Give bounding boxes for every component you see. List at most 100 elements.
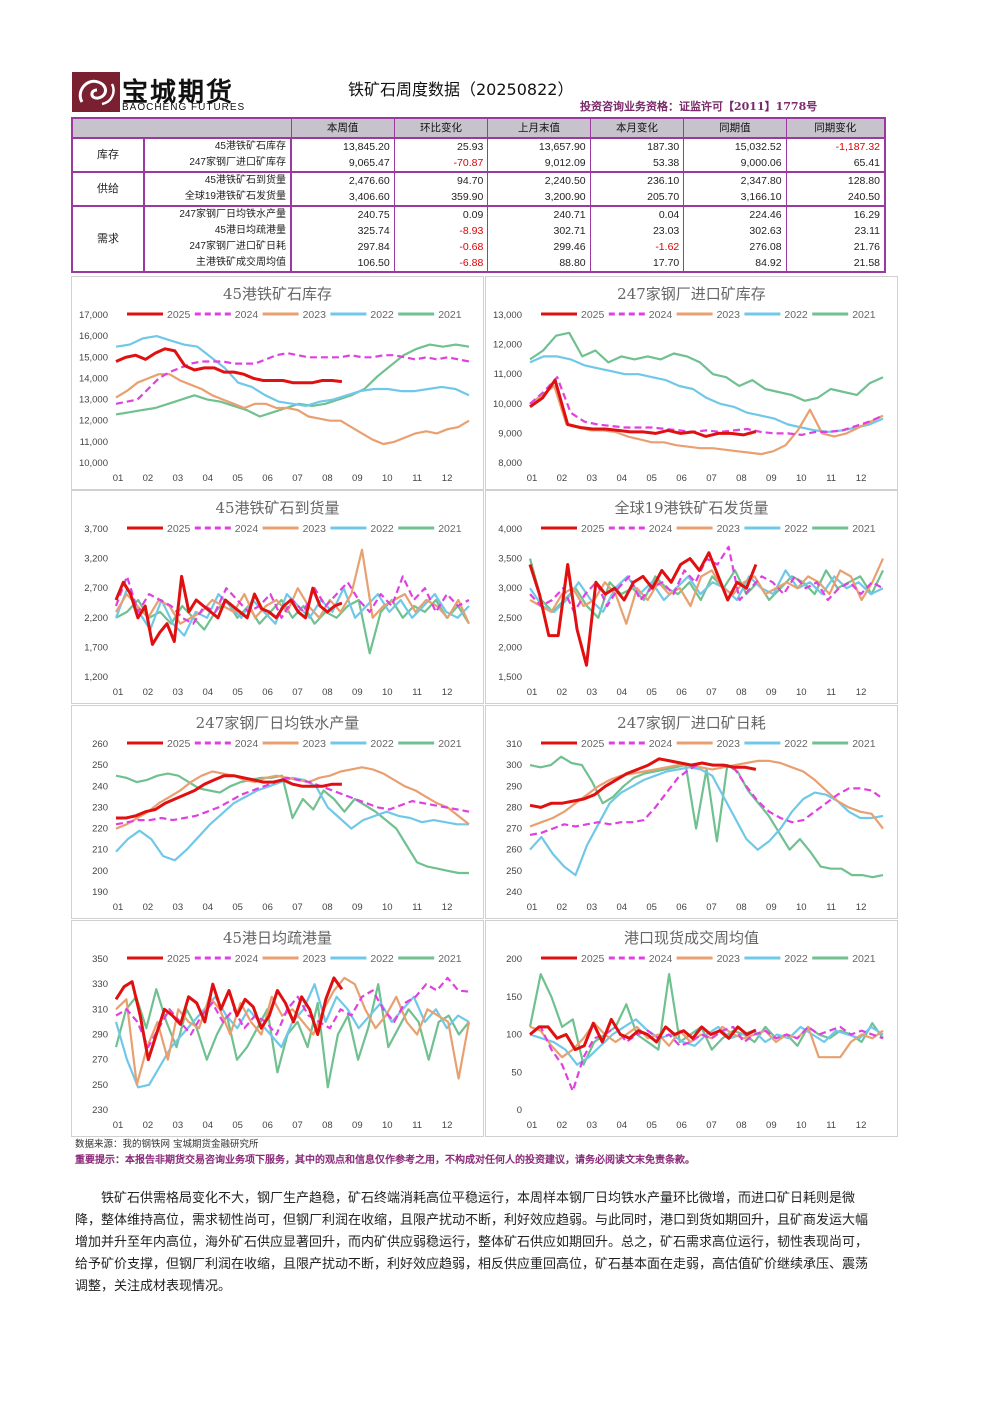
y-tick-label: 150 xyxy=(506,992,522,1003)
series-line-2024 xyxy=(529,376,884,436)
x-tick-label: 12 xyxy=(856,1120,867,1131)
table-row: 需求 247家钢厂日均铁水产量 240.75 0.09 240.71 0.04 224.46… xyxy=(71,205,886,273)
series-line-2022 xyxy=(529,766,884,877)
legend-label: 2021 xyxy=(438,523,462,535)
x-tick-label: 04 xyxy=(616,687,627,698)
x-tick-label: 11 xyxy=(412,902,422,913)
y-tick-label: 15,000 xyxy=(79,352,108,363)
y-tick-label: 12,000 xyxy=(79,416,108,427)
y-tick-label: 240 xyxy=(92,781,108,792)
y-tick-label: 1,200 xyxy=(84,672,108,683)
line-chart: 45港铁矿石到货量 2025 2024 2023 2022 2021 1,200 1,700 2… xyxy=(84,499,471,698)
value-cell: 25.93 xyxy=(393,137,489,155)
x-tick-label: 08 xyxy=(736,473,747,484)
x-tick-label: 08 xyxy=(322,473,333,484)
series-line-2023 xyxy=(115,373,470,446)
category-cell: 库存 xyxy=(71,137,145,173)
x-tick-label: 09 xyxy=(352,687,363,698)
chart-title: 45港日均疏港量 xyxy=(223,929,332,947)
x-tick-label: 03 xyxy=(587,473,598,484)
x-tick-label: 12 xyxy=(442,473,453,484)
x-tick-label: 07 xyxy=(292,1120,303,1131)
legend-label: 2025 xyxy=(581,953,605,965)
x-tick-label: 08 xyxy=(322,902,333,913)
value-cell: 240.75 xyxy=(290,205,395,223)
chart-panel: 全球19港铁矿石发货量 2025 2024 2023 2022 2021 1,500 2,00… xyxy=(485,490,898,704)
legend-label: 2023 xyxy=(303,523,327,535)
y-tick-label: 13,000 xyxy=(493,310,522,321)
legend-label: 2024 xyxy=(649,953,673,965)
chart-title: 全球19港铁矿石发货量 xyxy=(614,499,768,517)
value-cell: 236.10 xyxy=(589,171,685,189)
line-chart: 全球19港铁矿石发货量 2025 2024 2023 2022 2021 1,500 2,00… xyxy=(498,499,885,698)
x-tick-label: 12 xyxy=(442,1120,453,1131)
x-tick-label: 07 xyxy=(292,902,303,913)
x-tick-label: 06 xyxy=(262,1120,273,1131)
x-tick-label: 07 xyxy=(292,687,303,698)
x-tick-label: 01 xyxy=(113,1120,124,1131)
y-tick-label: 2,200 xyxy=(84,613,108,624)
series-line-2023 xyxy=(529,558,885,625)
series-line-2025 xyxy=(115,347,343,385)
legend-label: 2021 xyxy=(438,738,462,750)
brand-logo-icon xyxy=(72,72,120,112)
x-tick-label: 11 xyxy=(412,1120,422,1131)
brand-logo: 宝城期货 BAOCHENG FUTURES xyxy=(72,72,292,116)
series-line-2021 xyxy=(115,598,470,655)
x-tick-label: 03 xyxy=(173,473,184,484)
chart-panel: 247家钢厂进口矿库存 2025 2024 2023 2022 2021 8,000 9,00… xyxy=(485,276,898,490)
x-tick-label: 02 xyxy=(557,902,568,913)
x-tick-label: 12 xyxy=(442,902,453,913)
y-tick-label: 250 xyxy=(92,760,108,771)
legend-label: 2024 xyxy=(235,523,259,535)
series-line-2022 xyxy=(115,334,470,407)
x-tick-label: 03 xyxy=(173,1120,184,1131)
value-cell: -70.87 xyxy=(393,155,489,173)
category-cell: 需求 xyxy=(71,205,145,273)
legend-label: 2024 xyxy=(235,309,259,321)
x-tick-label: 12 xyxy=(856,687,867,698)
legend-label: 2023 xyxy=(717,738,741,750)
value-cell: -0.68 xyxy=(393,239,489,255)
series-line-2021 xyxy=(115,343,470,418)
series-line-2023 xyxy=(115,548,471,625)
license-note: 投资咨询业务资格：证监许可【2011】1778号 xyxy=(580,100,818,113)
item-label-cell: 247家钢厂进口矿库存 xyxy=(143,155,292,173)
y-tick-label: 300 xyxy=(506,760,522,771)
y-tick-label: 100 xyxy=(506,1030,522,1041)
y-tick-label: 230 xyxy=(92,802,108,813)
x-tick-label: 12 xyxy=(856,902,867,913)
y-tick-label: 240 xyxy=(506,887,522,898)
y-tick-label: 13,000 xyxy=(79,395,108,406)
y-tick-label: 0 xyxy=(517,1105,522,1116)
legend-label: 2025 xyxy=(167,523,191,535)
x-tick-label: 09 xyxy=(352,1120,363,1131)
x-tick-label: 09 xyxy=(766,1120,777,1131)
chart-panel: 45港铁矿石库存 2025 2024 2023 2022 2021 10,000 11,000… xyxy=(71,276,484,490)
y-tick-label: 200 xyxy=(92,866,108,877)
y-tick-label: 250 xyxy=(92,1080,108,1091)
series-line-2021 xyxy=(115,772,469,875)
x-tick-label: 01 xyxy=(113,473,124,484)
value-cell: 187.30 xyxy=(589,137,685,155)
x-tick-label: 03 xyxy=(587,687,598,698)
x-tick-label: 10 xyxy=(796,473,807,484)
value-cell: 2,240.50 xyxy=(487,171,591,189)
value-cell: 299.46 xyxy=(487,239,591,255)
value-cell: 128.80 xyxy=(785,171,886,189)
legend-label: 2025 xyxy=(581,738,605,750)
chart-title: 247家钢厂进口矿日耗 xyxy=(617,714,766,732)
legend-label: 2025 xyxy=(167,953,191,965)
value-cell: 21.58 xyxy=(785,255,886,273)
legend-label: 2021 xyxy=(852,738,876,750)
chart-panel: 247家钢厂日均铁水产量 2025 2024 2023 2022 2021 190 200 21… xyxy=(71,705,484,919)
legend-label: 2022 xyxy=(784,523,808,535)
x-tick-label: 11 xyxy=(826,687,836,698)
legend-label: 2023 xyxy=(717,309,741,321)
column-header: 同期变化 xyxy=(785,117,886,139)
series-line-2021 xyxy=(529,755,884,879)
legend-label: 2023 xyxy=(303,309,327,321)
x-tick-label: 07 xyxy=(706,1120,717,1131)
x-tick-label: 03 xyxy=(587,1120,598,1131)
